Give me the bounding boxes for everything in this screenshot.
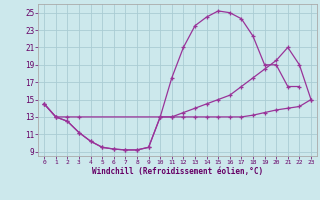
X-axis label: Windchill (Refroidissement éolien,°C): Windchill (Refroidissement éolien,°C) (92, 167, 263, 176)
